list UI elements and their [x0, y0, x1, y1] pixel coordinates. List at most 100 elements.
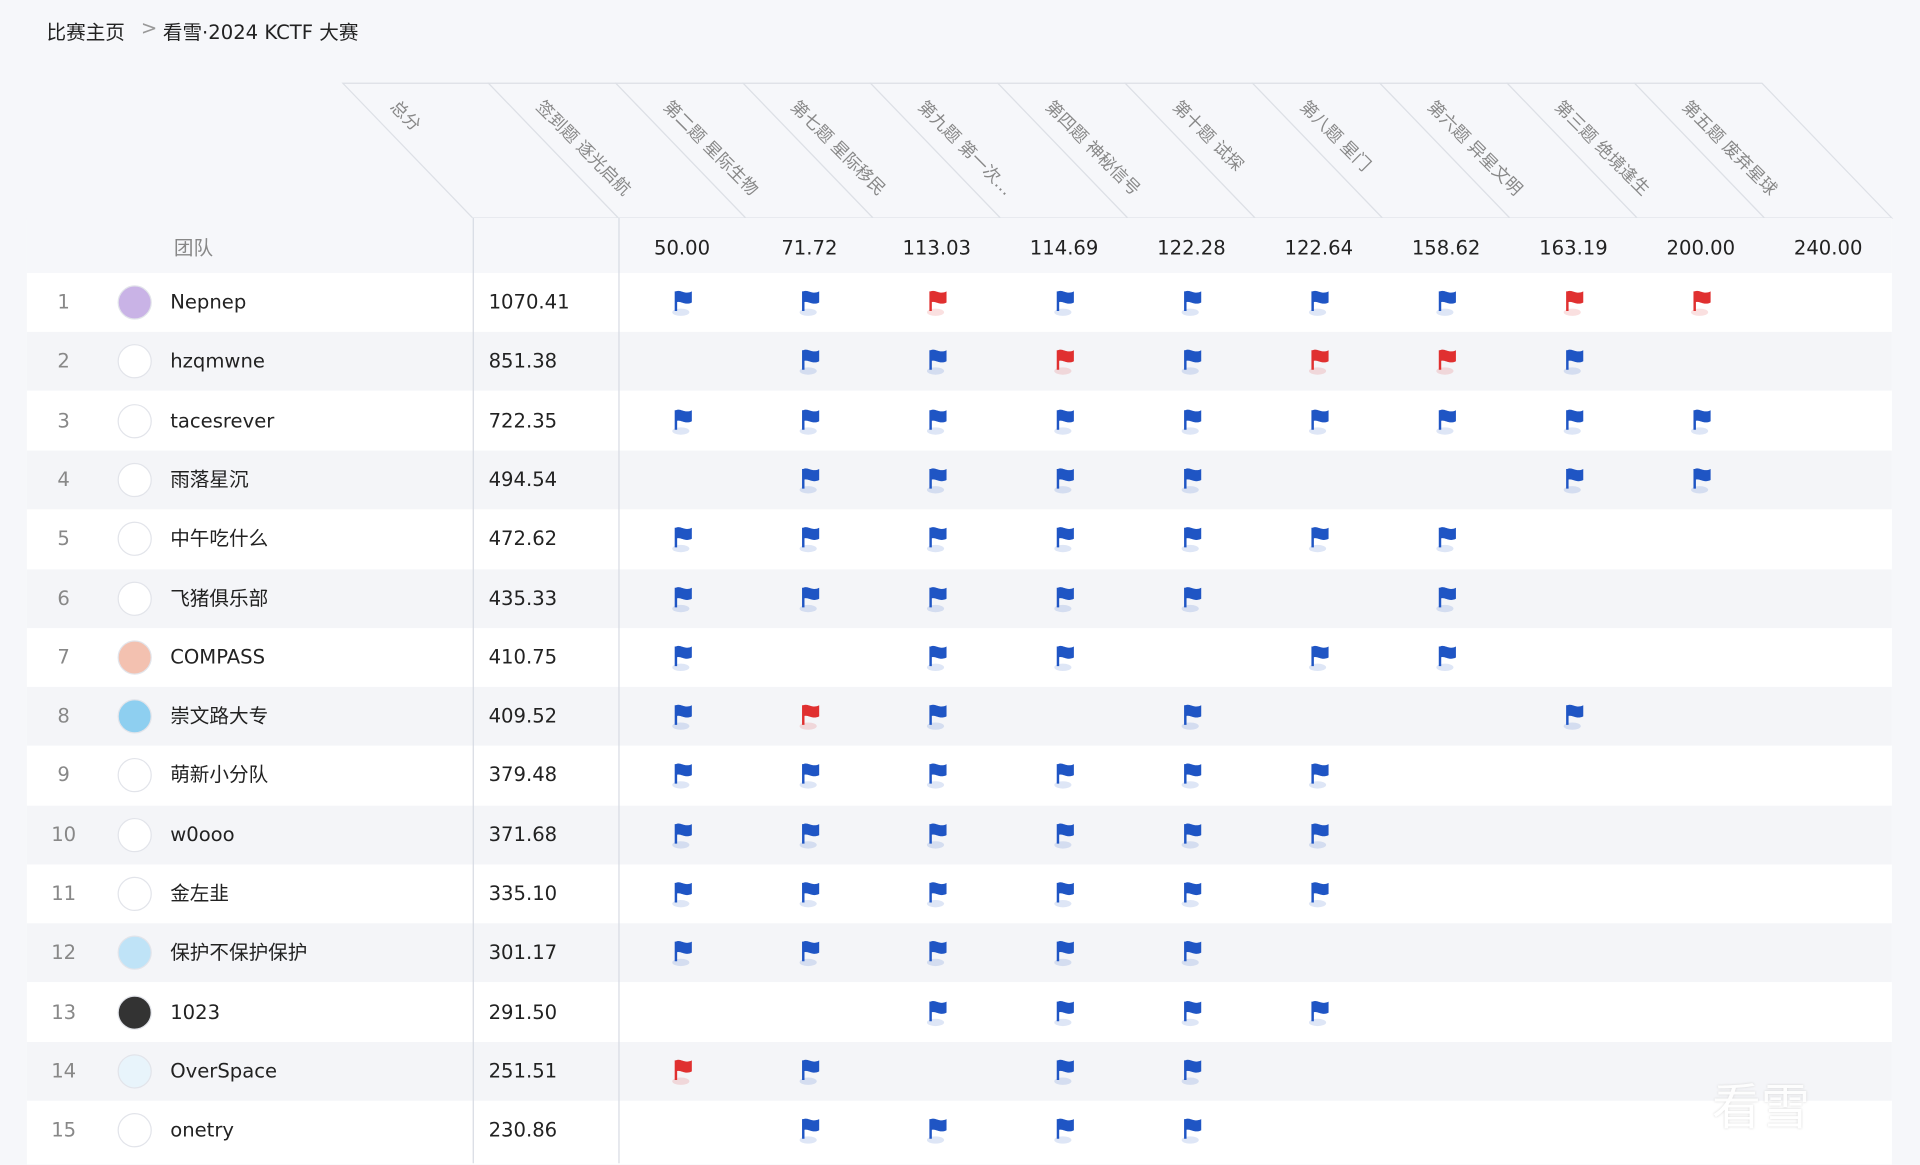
header-row: 团队 50.00 71.72 113.03 114.69 122.28 122.64 158.… — [26, 217, 1892, 274]
solve-flag — [1434, 524, 1461, 553]
solve-flag — [1434, 288, 1461, 317]
team-name: OverSpace — [170, 1059, 278, 1083]
team-avatar — [117, 521, 152, 557]
solve-flag — [924, 347, 951, 376]
total-score: 301.17 — [488, 940, 558, 965]
problem-points: 113.03 — [902, 236, 972, 260]
solve-flag — [670, 288, 697, 317]
rank: 15 — [51, 1118, 77, 1142]
scoreboard-table: 团队 50.00 71.72 113.03 114.69 122.28 122.64 158.… — [0, 217, 1920, 1165]
total-score: 1070.41 — [488, 290, 570, 314]
rank: 1 — [57, 290, 70, 314]
solve-flag — [1307, 997, 1334, 1026]
watermark: 看雪 — [1711, 1080, 1810, 1137]
problem-points: 158.62 — [1411, 236, 1481, 260]
problem-points: 163.19 — [1539, 236, 1608, 260]
column-headers: 总分 签到题 逐光启航 第二题 星际生物 第七题 星际移民 第九题 第一次… 第四题 神秘… — [341, 82, 1894, 219]
solve-flag — [924, 702, 951, 731]
rank: 13 — [51, 999, 77, 1024]
solve-flag — [924, 465, 951, 494]
team-avatar — [117, 581, 152, 616]
team-row: 3 tacesrever 722.35 — [26, 391, 1892, 451]
solve-flag — [1179, 820, 1206, 849]
total-score: 409.52 — [488, 704, 558, 728]
solve-flag — [670, 643, 697, 672]
team-avatar — [117, 817, 152, 852]
team-name: onetry — [170, 1118, 234, 1142]
team-row: 14 OverSpace 251.51 — [26, 1041, 1892, 1101]
solve-flag — [1561, 288, 1588, 317]
team-row: 7 COMPASS 410.75 — [26, 627, 1892, 687]
breadcrumb-home[interactable]: 比赛主页 — [46, 20, 125, 45]
solve-flag — [670, 583, 697, 612]
solve-flag — [1307, 879, 1334, 908]
solve-flag — [797, 406, 824, 435]
team-avatar — [117, 876, 152, 912]
solve-flag — [1434, 406, 1461, 435]
rank: 8 — [57, 704, 70, 728]
solve-flag — [924, 583, 951, 612]
solve-flag — [670, 761, 697, 790]
team-name: 崇文路大专 — [170, 704, 269, 728]
solve-flag — [1179, 702, 1206, 731]
team-name: 金左韭 — [170, 881, 229, 905]
solve-flag — [1179, 406, 1206, 435]
total-score: 410.75 — [488, 645, 558, 669]
solve-flag — [670, 702, 697, 731]
team-name: 1023 — [170, 999, 221, 1024]
rank: 11 — [51, 881, 77, 905]
problem-points: 240.00 — [1793, 236, 1863, 260]
solve-flag — [1052, 583, 1079, 612]
team-avatar — [117, 699, 152, 734]
solve-flag — [1307, 288, 1334, 317]
problem-points: 50.00 — [653, 236, 711, 260]
solve-flag — [1434, 347, 1461, 376]
solve-flag — [1307, 761, 1334, 790]
solve-flag — [670, 820, 697, 849]
team-avatar — [117, 462, 152, 498]
breadcrumb-current[interactable]: 看雪·2024 KCTF 大赛 — [162, 20, 359, 45]
rank: 9 — [57, 763, 70, 787]
solve-flag — [1052, 465, 1079, 494]
team-name: 萌新小分队 — [170, 763, 269, 787]
solve-flag — [1561, 465, 1588, 494]
problem-points: 200.00 — [1666, 236, 1736, 260]
team-name: 飞猪俱乐部 — [170, 585, 269, 610]
rank: 5 — [57, 526, 70, 551]
rank: 4 — [57, 467, 70, 491]
solve-flag — [1179, 288, 1206, 317]
total-score: 251.51 — [488, 1059, 558, 1083]
team-avatar — [117, 344, 152, 379]
rank: 7 — [57, 645, 70, 669]
solve-flag — [924, 938, 951, 967]
solve-flag — [1179, 879, 1206, 908]
team-row: 1 Nepnep 1070.41 — [26, 273, 1892, 332]
solve-flag — [924, 524, 951, 553]
solve-flag — [797, 347, 824, 376]
solve-flag — [1052, 524, 1079, 553]
column-divider — [618, 217, 620, 1164]
team-name: hzqmwne — [170, 349, 265, 373]
total-score: 335.10 — [488, 881, 558, 905]
solve-flag — [1052, 938, 1079, 967]
solve-flag — [670, 524, 697, 553]
solve-flag — [797, 938, 824, 967]
rank: 6 — [57, 585, 70, 610]
team-avatar — [117, 1113, 152, 1148]
solve-flag — [924, 879, 951, 908]
solve-flag — [1052, 643, 1079, 672]
solve-flag — [1179, 1057, 1206, 1086]
solve-flag — [1307, 643, 1334, 672]
solve-flag — [1052, 820, 1079, 849]
team-name: tacesrever — [170, 408, 275, 432]
team-name: 保护不保护保护 — [170, 940, 308, 965]
solve-flag — [924, 406, 951, 435]
solve-flag — [797, 1116, 824, 1145]
team-avatar — [117, 935, 152, 971]
solve-flag — [1052, 1057, 1079, 1086]
total-score: 722.35 — [488, 408, 558, 432]
total-score: 435.33 — [488, 585, 558, 610]
problem-points: 122.64 — [1284, 236, 1354, 260]
solve-flag — [1052, 1116, 1079, 1145]
team-avatar — [117, 995, 152, 1030]
